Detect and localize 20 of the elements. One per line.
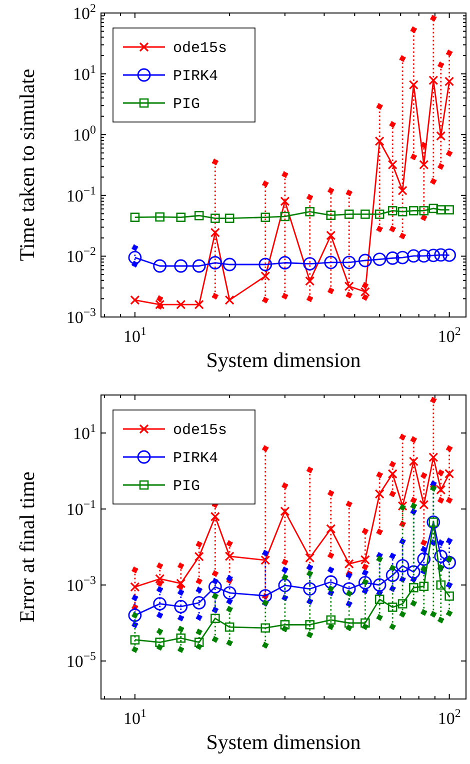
y-axis-title: Time taken to simulate <box>15 68 39 262</box>
y-tick-label: 10$^{−5}$ <box>66 649 96 671</box>
legend-label: PIRK4 <box>173 68 218 85</box>
legend-label: PIG <box>173 478 200 495</box>
y-tick-label: 10$^{1}$ <box>73 421 96 443</box>
legend-label: PIG <box>173 96 200 113</box>
legend-label: PIRK4 <box>173 450 218 467</box>
x-axis-title: System dimension <box>206 348 362 372</box>
y-tick-label: 10$^{−1}$ <box>66 497 96 519</box>
y-tick-label: 10$^{0}$ <box>73 122 96 145</box>
legend-label: ode15s <box>173 422 228 439</box>
y-tick-label: 10$^{−3}$ <box>66 305 96 327</box>
y-tick-label: 10$^{−1}$ <box>66 183 96 206</box>
legend-label: ode15s <box>173 40 228 57</box>
y-tick-label: 10$^{−2}$ <box>66 244 96 266</box>
y-axis-title: Error at final time <box>15 471 39 623</box>
y-tick-label: 10$^{1}$ <box>73 62 96 84</box>
y-tick-label: 10$^{2}$ <box>73 1 96 23</box>
y-tick-label: 10$^{−3}$ <box>66 573 96 595</box>
x-axis-title: System dimension <box>206 730 362 754</box>
